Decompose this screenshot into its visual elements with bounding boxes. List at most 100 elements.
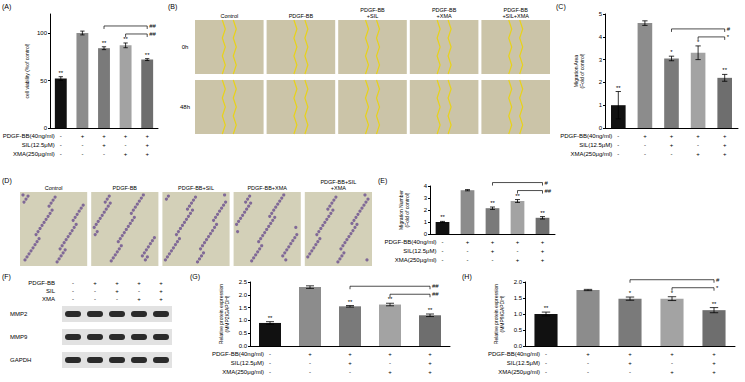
svg-text:1.5: 1.5 — [514, 295, 523, 301]
svg-text:100: 100 — [37, 30, 48, 36]
svg-text:2.0: 2.0 — [239, 292, 248, 298]
svg-text:#: # — [545, 180, 549, 186]
svg-text:XMA(250μg/ml): XMA(250μg/ml) — [13, 151, 55, 157]
svg-text:-: - — [81, 142, 83, 148]
svg-text:*: * — [629, 290, 632, 296]
svg-text:SIL: SIL — [46, 288, 56, 294]
svg-text:+: + — [712, 360, 716, 366]
svg-text:-: - — [60, 151, 62, 157]
svg-text:-: - — [545, 351, 547, 357]
svg-text:+: + — [541, 239, 545, 245]
svg-text:+: + — [124, 133, 128, 139]
svg-text:+: + — [670, 369, 674, 375]
svg-text:-: - — [94, 288, 96, 294]
svg-text:-: - — [442, 257, 444, 263]
svg-text:**: ** — [268, 315, 273, 321]
svg-text:1.0: 1.0 — [514, 311, 523, 317]
svg-text:Control: Control — [220, 13, 238, 19]
svg-text:XMA: XMA — [42, 296, 55, 302]
svg-text:(Fold of control): (Fold of control) — [404, 192, 410, 227]
svg-text:3: 3 — [424, 195, 428, 201]
svg-text:+: + — [712, 369, 716, 375]
svg-text:-: - — [349, 369, 351, 375]
svg-text:2.0: 2.0 — [514, 279, 523, 285]
svg-text:-: - — [309, 369, 311, 375]
svg-text:-: - — [72, 288, 74, 294]
svg-text:+: + — [428, 360, 432, 366]
svg-text:-: - — [587, 369, 589, 375]
svg-text:+XMA: +XMA — [437, 13, 452, 19]
svg-text:+: + — [696, 151, 700, 157]
svg-text:PDGF-BB(40ng/ml): PDGF-BB(40ng/ml) — [560, 133, 612, 139]
svg-text:+: + — [159, 280, 163, 286]
svg-text:SIL(12.5μM): SIL(12.5μM) — [22, 142, 55, 148]
svg-text:(H): (H) — [462, 273, 472, 281]
svg-text:**: ** — [145, 52, 150, 58]
svg-text:-: - — [629, 369, 631, 375]
svg-text:1: 1 — [424, 219, 428, 225]
svg-text:+: + — [723, 133, 727, 139]
svg-text:#: # — [716, 277, 720, 283]
svg-text:*: * — [727, 34, 730, 40]
svg-text:50: 50 — [40, 78, 47, 84]
svg-text:(D): (D) — [2, 177, 12, 185]
svg-text:-: - — [269, 360, 271, 366]
svg-text:XMA(250μg/ml): XMA(250μg/ml) — [570, 151, 612, 157]
svg-text:PDGF-BB(40ng/ml): PDGF-BB(40ng/ml) — [3, 133, 55, 139]
svg-text:+: + — [670, 351, 674, 357]
svg-text:1.0: 1.0 — [239, 317, 248, 323]
svg-text:-: - — [587, 360, 589, 366]
svg-text:+: + — [115, 288, 119, 294]
svg-text:+: + — [102, 142, 106, 148]
svg-text:SIL(12.5μM): SIL(12.5μM) — [507, 360, 540, 366]
svg-text:*: * — [670, 49, 673, 55]
svg-text:MMP9: MMP9 — [10, 334, 28, 340]
svg-text:4: 4 — [424, 183, 428, 189]
svg-text:PDGF-BB+XMA: PDGF-BB+XMA — [247, 185, 287, 191]
svg-text:(C): (C) — [556, 3, 566, 11]
svg-text:**: ** — [544, 305, 549, 311]
svg-text:+: + — [670, 133, 674, 139]
svg-text:PDGF-BB+SIL: PDGF-BB+SIL — [178, 185, 214, 191]
svg-text:(G): (G) — [190, 273, 200, 281]
svg-text:+: + — [428, 351, 432, 357]
svg-text:+: + — [115, 280, 119, 286]
svg-text:**: ** — [440, 214, 445, 220]
svg-text:+: + — [308, 351, 312, 357]
svg-text:(E): (E) — [378, 177, 387, 185]
svg-text:0.0: 0.0 — [514, 343, 523, 349]
svg-text:-: - — [517, 248, 519, 254]
svg-text:1: 1 — [599, 102, 603, 108]
svg-text:(MMP9/GAPDH): (MMP9/GAPDH) — [499, 295, 505, 332]
svg-text:+: + — [102, 133, 106, 139]
svg-text:-: - — [697, 142, 699, 148]
svg-text:-: - — [617, 142, 619, 148]
svg-text:+SIL: +SIL — [367, 13, 378, 19]
svg-text:cell viability (%of control): cell viability (%of control) — [24, 43, 30, 98]
svg-text:PDGF-BB(40ng/ml): PDGF-BB(40ng/ml) — [384, 239, 436, 245]
svg-text:-: - — [269, 351, 271, 357]
svg-text:**: ** — [722, 67, 727, 73]
svg-text:-: - — [138, 288, 140, 294]
svg-text:+: + — [159, 288, 163, 294]
svg-text:-: - — [617, 151, 619, 157]
svg-text:0.5: 0.5 — [514, 327, 523, 333]
svg-text:5: 5 — [599, 11, 603, 17]
svg-text:GAPDH: GAPDH — [10, 357, 31, 363]
svg-text:-: - — [442, 248, 444, 254]
svg-text:+: + — [428, 369, 432, 375]
svg-text:+: + — [348, 360, 352, 366]
svg-text:-: - — [644, 142, 646, 148]
svg-text:(A): (A) — [2, 3, 11, 11]
svg-text:1.5: 1.5 — [239, 305, 248, 311]
svg-text:-: - — [269, 369, 271, 375]
svg-text:-: - — [467, 257, 469, 263]
svg-text:##: ## — [545, 188, 552, 194]
svg-text:2: 2 — [599, 79, 603, 85]
svg-text:+: + — [723, 151, 727, 157]
svg-text:+: + — [81, 133, 85, 139]
svg-text:-: - — [644, 151, 646, 157]
svg-text:#: # — [727, 26, 731, 32]
svg-text:XMA(250μg/ml): XMA(250μg/ml) — [222, 369, 264, 375]
svg-text:##: ## — [149, 23, 156, 29]
